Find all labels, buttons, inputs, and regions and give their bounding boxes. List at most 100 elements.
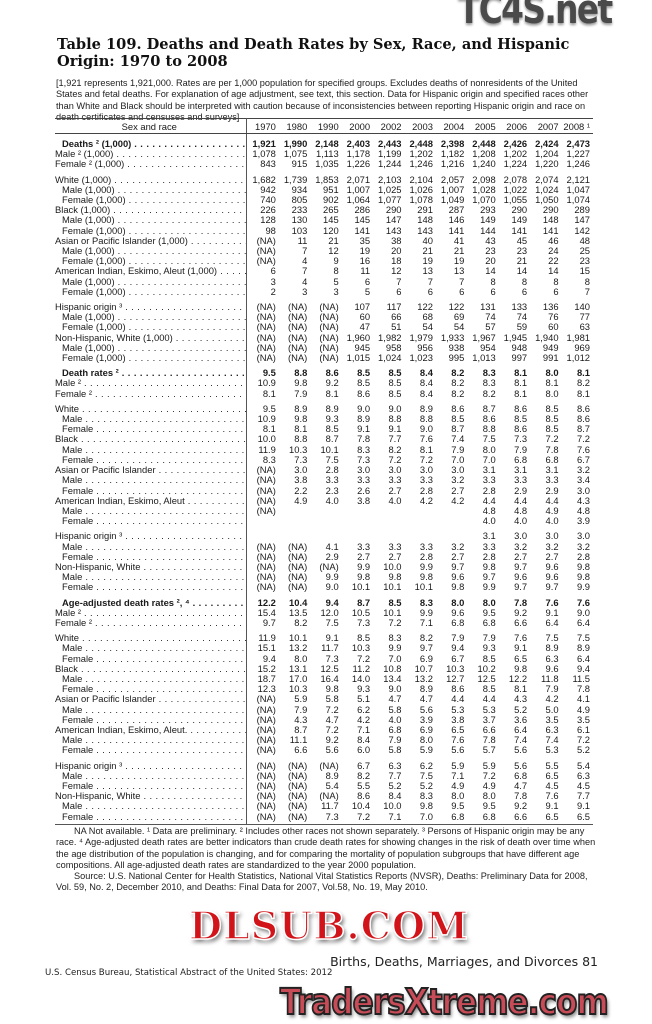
table-cell: 7.2: [357, 652, 371, 664]
table-cell: 8.3: [419, 790, 433, 802]
table-cell: 9.0: [388, 402, 402, 414]
row-label: Male: [55, 572, 248, 583]
table-cell: 23: [516, 245, 528, 257]
row-label: Male: [55, 444, 248, 455]
table-cell: 1,028: [472, 183, 496, 195]
table-cell: 2.8: [419, 550, 433, 562]
table-cell: (NA): [288, 301, 308, 313]
table-cell: 7: [302, 265, 308, 277]
table-cell: 3.8: [357, 494, 371, 506]
table-cell: 4.2: [545, 693, 559, 705]
table-cell: 7.0: [404, 811, 436, 825]
table-cell: [247, 531, 279, 541]
column-header-year: 2002: [373, 118, 405, 134]
table-cell: 141: [542, 224, 559, 236]
table-cell: 12.3: [257, 683, 276, 695]
table-cell: 3.3: [482, 474, 496, 486]
table-cell: (NA): [256, 581, 276, 593]
row-spacer: [55, 592, 593, 598]
table-cell: 5.4: [325, 779, 339, 791]
table-cell: 7: [584, 285, 590, 297]
table-cell: 2,424: [535, 138, 559, 149]
table-cell: 8.8: [419, 413, 433, 425]
row-label: Male: [55, 541, 248, 552]
table-row: Female ² 9.7 8.2 7.5 7.3 7.2 7.1 6.8 6.8 6.6 6.4 6.…: [55, 616, 593, 629]
row-label: Female: [55, 516, 248, 527]
table-cell: 3.0: [294, 464, 308, 476]
table-cell: 9.8: [419, 571, 433, 583]
table-cell: 1,244: [378, 158, 402, 170]
table-row: Deaths ² (1,000) 1,921 1,990 2,148 2,403 2,44…: [55, 133, 593, 150]
table-row: Female (1,000) (NA) (NA) (NA) 47 51 54 54 57 59 60…: [55, 321, 593, 333]
table-cell: 2.9: [514, 484, 528, 496]
table-cell: 3.2: [451, 474, 465, 486]
column-header-year: 2006: [498, 118, 531, 134]
table-cell: 6.8: [545, 453, 559, 465]
table-cell: 9.9: [357, 560, 371, 572]
table-row: Male 15.1 13.2 11.7 10.3 9.9 9.7 9.4 9.3 9.1 8.9 8.…: [55, 642, 593, 654]
table-cell: 1,050: [535, 194, 559, 206]
table-cell: 57: [485, 321, 496, 333]
table-cell: 1,022: [503, 183, 528, 195]
table-row: Asian or Pacific Islander (NA) 5.9 5.8 5.1 4.…: [55, 693, 593, 705]
table-cell: 10.0: [383, 560, 402, 572]
row-label-text: Female (1,000): [62, 322, 246, 332]
row-label: Female (1,000): [55, 195, 248, 206]
table-cell: 3.2: [514, 540, 528, 552]
table-cell: 9.8: [576, 571, 590, 583]
table-cell: 59: [516, 321, 528, 333]
spacer-cell: [55, 297, 248, 303]
table-cell: 13.4: [383, 672, 402, 684]
table-cell: 5.2: [388, 779, 402, 791]
table-cell: 9.9: [576, 581, 590, 593]
row-label-text: Male (1,000): [62, 246, 246, 256]
row-label-text: Female ² (1,000): [55, 159, 246, 169]
table-cell: 7.2: [325, 723, 339, 735]
table-cell: 1,070: [472, 194, 496, 206]
table-cell: 2.9: [325, 550, 339, 562]
table-cell: 6.3: [545, 652, 559, 664]
row-label-text: Male: [62, 542, 246, 552]
spacer-cell: [55, 398, 248, 404]
row-label-text: Male: [62, 674, 246, 684]
table-cell: 233: [291, 204, 308, 216]
table-cell: 9.1: [388, 423, 402, 435]
table-cell: (NA): [288, 779, 308, 791]
table-row: Female (NA) 2.2 2.3 2.6 2.7 2.8 2.7 2.8 2.9 2.9 3.0: [55, 484, 593, 496]
table-cell: 7.0: [388, 652, 402, 664]
table-cell: 8.7: [294, 723, 308, 735]
table-cell: 7.7: [576, 790, 590, 802]
column-header-year: 1970: [246, 118, 279, 134]
row-label-text: Male ² (1,000): [55, 149, 246, 159]
watermark-logo-top: TC4S.net: [458, 0, 613, 33]
table-cell: (NA): [319, 311, 339, 323]
row-label-text: American Indian, Eskimo, Aleut.: [55, 725, 246, 735]
table-cell: 9.7: [451, 560, 465, 572]
row-label: Black (1,000): [55, 205, 248, 216]
table-cell: 8.0: [451, 596, 465, 608]
table-cell: 8.4: [419, 387, 433, 399]
table-cell: 10.8: [383, 662, 402, 674]
table-cell: 3.3: [357, 474, 371, 486]
row-label-text: Male: [62, 414, 246, 424]
table-cell: 289: [574, 204, 590, 216]
table-cell: 69: [453, 311, 465, 323]
table-cell: 9.7: [514, 560, 528, 572]
table-cell: 7.6: [419, 433, 433, 445]
table-cell: 7.6: [451, 734, 465, 746]
table-cell: 8.5: [482, 652, 496, 664]
table-cell: 3.4: [576, 474, 590, 486]
table-cell: (NA): [288, 769, 308, 781]
table-cell: 8.0: [482, 596, 496, 608]
table-cell: 1,024: [535, 183, 559, 195]
table-cell: 1,199: [378, 148, 402, 160]
table-cell: 8.9: [545, 642, 559, 654]
table-cell: 290: [385, 204, 402, 216]
table-cell: 7.5: [325, 616, 339, 628]
table-cell: 11.2: [352, 662, 371, 674]
table-row: Non-Hispanic, White (1,000) (NA) (NA) (NA) 1…: [55, 332, 593, 343]
table-cell: 1,049: [440, 194, 465, 206]
table-cell: 14.0: [351, 672, 371, 684]
table-cell: 2.8: [325, 464, 339, 476]
table-cell: 4.1: [576, 693, 590, 705]
